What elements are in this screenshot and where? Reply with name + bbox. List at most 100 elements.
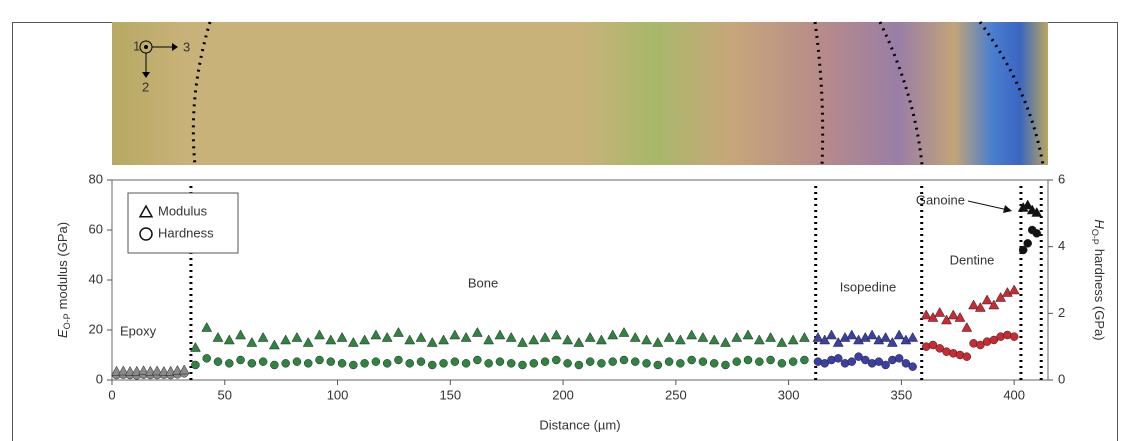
modulus-point <box>765 331 777 342</box>
hardness-point <box>326 357 336 366</box>
modulus-point <box>212 331 224 342</box>
hardness-point <box>928 340 938 350</box>
modulus-point <box>787 334 799 345</box>
orientation-label: 3 <box>183 39 190 54</box>
hardness-point <box>908 362 917 371</box>
hardness-point <box>247 359 257 368</box>
hardness-point <box>619 355 629 365</box>
hardness-point <box>270 360 279 370</box>
hardness-point <box>698 357 708 366</box>
hardness-point <box>732 357 742 366</box>
y2-axis-label: HO-P hardness (GPa) <box>1090 219 1107 340</box>
modulus-point <box>708 334 720 345</box>
modulus-point <box>438 334 449 345</box>
modulus-point <box>731 331 743 342</box>
modulus-point <box>528 334 540 345</box>
hardness-point <box>281 359 290 368</box>
hardness-point <box>820 359 829 368</box>
hardness-point <box>676 359 685 368</box>
modulus-point <box>325 334 337 345</box>
modulus-point <box>1031 206 1043 217</box>
hardness-point <box>292 357 302 366</box>
modulus-point <box>223 334 235 345</box>
modulus-point <box>235 329 246 340</box>
modulus-point <box>961 321 973 332</box>
modulus-point <box>460 331 472 342</box>
hardness-point <box>854 352 863 361</box>
region-label: Ganoine <box>916 192 965 207</box>
modulus-point <box>954 311 966 322</box>
axis-symbol: E <box>55 329 70 338</box>
hardness-point <box>1009 332 1019 341</box>
annotation-arrowhead <box>1003 205 1012 213</box>
annotation-arrow <box>967 200 1009 211</box>
hardness-point <box>597 359 606 368</box>
hardness-point <box>506 359 516 368</box>
modulus-point <box>974 301 986 312</box>
orientation-label: 2 <box>142 79 149 94</box>
hardness-point <box>337 359 347 368</box>
y2-tick-label: 4 <box>1058 238 1065 253</box>
modulus-point <box>336 331 348 342</box>
hardness-point <box>529 359 539 368</box>
modulus-point <box>776 336 788 347</box>
hardness-point <box>540 357 550 366</box>
modulus-point <box>832 336 844 347</box>
modulus-point <box>1022 199 1034 210</box>
modulus-point <box>920 309 932 320</box>
hardness-point <box>1018 245 1028 255</box>
region-label: Dentine <box>950 252 995 267</box>
hardness-point <box>847 357 857 366</box>
hardness-point <box>721 360 730 370</box>
y-axis-label: EO-P modulus (GPa) <box>55 222 72 338</box>
modulus-point <box>471 326 483 337</box>
axis-subscript: O-P <box>62 313 72 329</box>
modulus-point <box>846 329 858 340</box>
hardness-point <box>202 354 211 363</box>
modulus-point <box>415 331 427 342</box>
modulus-point <box>449 329 461 340</box>
hardness-point <box>1032 229 1041 238</box>
modulus-point <box>291 331 303 342</box>
modulus-point <box>686 329 698 340</box>
hardness-point <box>315 355 324 365</box>
modulus-point <box>947 309 959 320</box>
modulus-point <box>1008 284 1020 295</box>
hardness-point <box>349 360 358 370</box>
hardness-point <box>585 357 595 366</box>
modulus-point <box>505 331 517 342</box>
modulus-point <box>927 311 939 322</box>
hardness-point <box>743 355 753 365</box>
modulus-point <box>178 364 190 375</box>
y-tick-label: 60 <box>89 221 103 236</box>
hardness-point <box>653 360 663 370</box>
modulus-point <box>968 299 979 310</box>
y-tick-label: 40 <box>89 271 103 286</box>
hardness-point <box>225 359 234 368</box>
modulus-point <box>190 341 201 352</box>
micrograph: 1 3 2 <box>112 21 1048 166</box>
modulus-point <box>941 314 952 325</box>
modulus-point <box>934 306 946 317</box>
hardness-point <box>962 352 972 361</box>
hardness-point <box>777 359 787 368</box>
hardness-point <box>303 359 313 368</box>
x-tick-label: 0 <box>108 387 115 402</box>
modulus-point <box>268 339 280 350</box>
legend-label: Hardness <box>158 225 214 240</box>
legend-label: Modulus <box>158 203 208 218</box>
y2-tick-label: 0 <box>1058 371 1065 386</box>
modulus-point <box>584 331 596 342</box>
hardness-point <box>935 344 944 353</box>
y-tick-label: 20 <box>89 321 103 336</box>
hardness-point <box>881 360 890 370</box>
modulus-point <box>381 331 393 342</box>
x-tick-label: 350 <box>891 387 913 402</box>
modulus-point <box>641 334 652 345</box>
orientation-label: 1 <box>133 38 140 53</box>
plot-area <box>111 179 1049 381</box>
hardness-point <box>439 359 448 368</box>
hardness-point <box>874 357 884 366</box>
modulus-point <box>663 331 675 342</box>
